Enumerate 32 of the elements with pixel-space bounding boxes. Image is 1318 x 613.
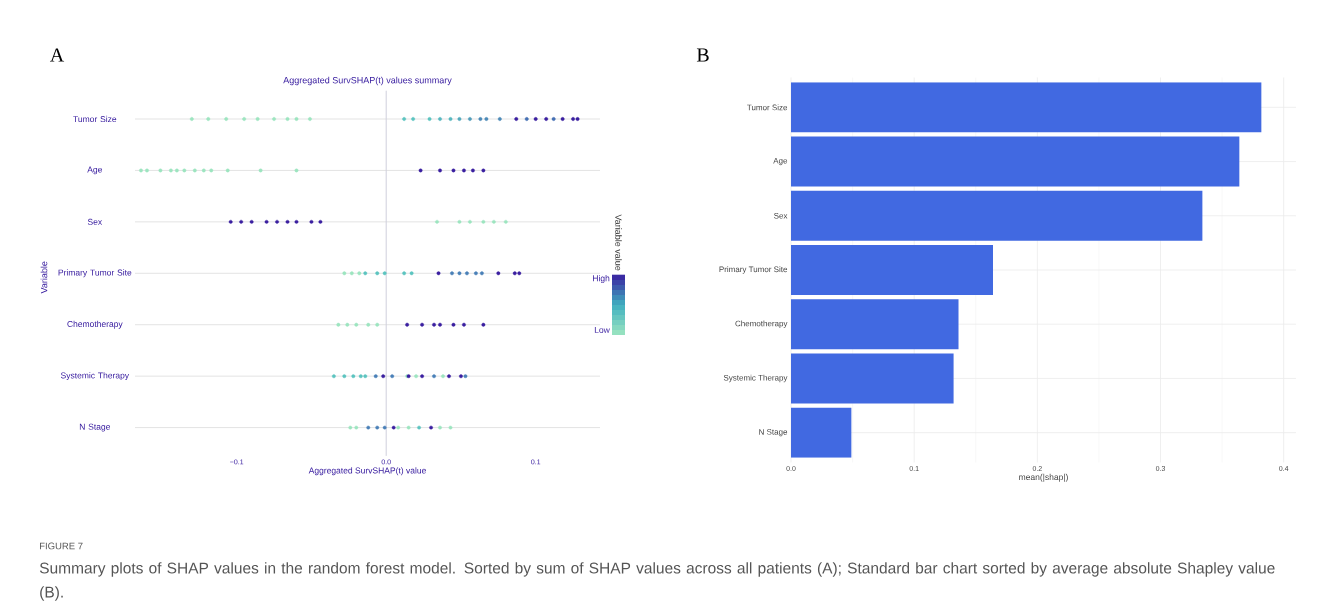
bar [791,82,1262,133]
y-tick-label: Primary Tumor Site [58,269,132,278]
y-tick-label: Age [87,166,102,175]
y-tick-label: Systemic Therapy [723,374,788,383]
color-bar-title: Variable value [615,214,622,271]
y-tick-label: Systemic Therapy [60,372,130,381]
x-axis-title: mean(|shap|) [1019,473,1068,482]
y-tick-label: Primary Tumor Site [719,266,788,274]
chart-title: Aggregated SurvSHAP(t) values summary [283,76,452,86]
y-tick-label: Chemotherapy [67,320,123,329]
text: B [696,48,709,62]
bar [791,407,852,458]
y-tick-label: Sex [87,218,103,225]
caption: FIGURE 7 [40,542,83,550]
y-tick-label: Age [773,157,788,166]
y-tick-label: Sex [774,212,788,219]
y-tick-label: Tumor Size [73,115,117,123]
text: Summary plots of SHAP values in the random forest model. Sorted by sum of SHAP values across all patients (A); Standard bar chart sorted by average absolute Shapley value (B). [39,562,1275,601]
text: A [49,48,65,62]
bar [791,136,1240,187]
bar [791,299,959,350]
y-tick-label: Tumor Size [747,104,788,111]
bar [791,190,1203,241]
y-tick-label: N Stage [759,429,788,437]
annotation: Low [594,327,610,333]
y-tick-label: N Stage [79,423,111,432]
annotation: High [593,275,610,283]
y-axis-title: Variable [40,261,48,294]
y-tick-label: Chemotherapy [735,320,788,328]
bar [791,353,954,404]
bar [791,244,993,295]
x-axis-title: Aggregated SurvSHAP(t) value [308,467,426,476]
